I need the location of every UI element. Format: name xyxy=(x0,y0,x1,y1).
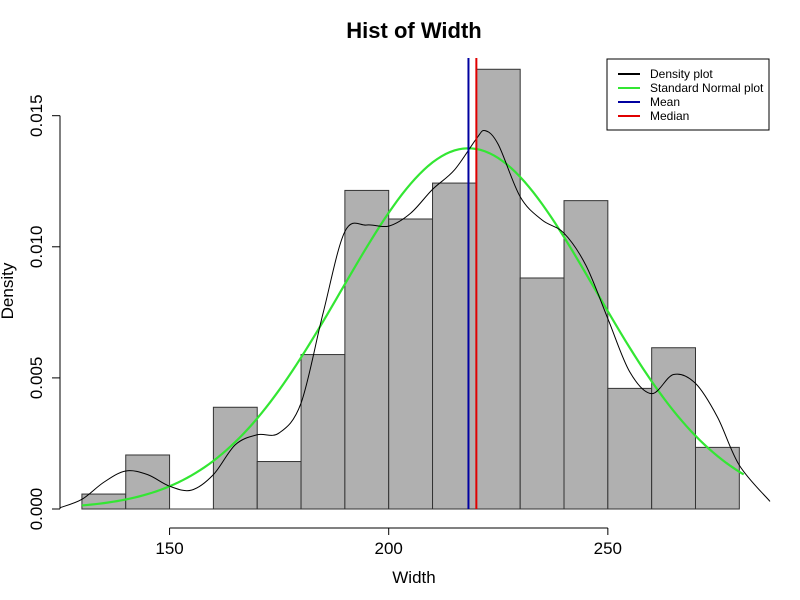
histogram-bar-8 xyxy=(432,182,477,510)
histogram-bar-14 xyxy=(694,446,740,510)
y-axis: 0.000 0.005 0.010 0.015 xyxy=(27,94,61,531)
x-tick-label: 150 xyxy=(155,539,183,558)
x-axis-label: Width xyxy=(392,568,435,587)
legend-label: Median xyxy=(650,109,689,123)
legend-label: Mean xyxy=(650,95,680,109)
normal-curve xyxy=(81,147,745,507)
density-curve xyxy=(59,129,771,509)
x-tick-label: 200 xyxy=(375,539,403,558)
y-axis-label: Density xyxy=(0,262,17,319)
histogram-bar-3 xyxy=(212,406,258,510)
histogram-bar-4 xyxy=(256,461,302,510)
chart-title: Hist of Width xyxy=(346,18,481,43)
legend-label: Standard Normal plot xyxy=(650,81,764,95)
histogram-bar-1 xyxy=(125,454,171,510)
y-tick-label: 0.015 xyxy=(27,94,46,137)
histogram-bar-9 xyxy=(475,68,521,510)
histogram-bar-11 xyxy=(563,200,609,510)
legend-box xyxy=(606,58,770,131)
histogram-bars xyxy=(81,68,740,510)
histogram-bar-10 xyxy=(519,277,565,510)
y-tick-label: 0.000 xyxy=(27,488,46,531)
histogram-bar-5 xyxy=(300,354,346,510)
y-tick-label: 0.010 xyxy=(27,226,46,269)
histogram-bar-7 xyxy=(388,218,434,510)
x-axis: 150 200 250 xyxy=(155,527,622,558)
histogram-bar-6 xyxy=(344,189,390,510)
x-tick-label: 250 xyxy=(594,539,622,558)
curves xyxy=(59,129,771,509)
histogram-bar-12 xyxy=(607,387,653,510)
reference-lines xyxy=(467,58,478,509)
legend-label: Density plot xyxy=(650,67,713,81)
y-tick-label: 0.005 xyxy=(27,357,46,400)
